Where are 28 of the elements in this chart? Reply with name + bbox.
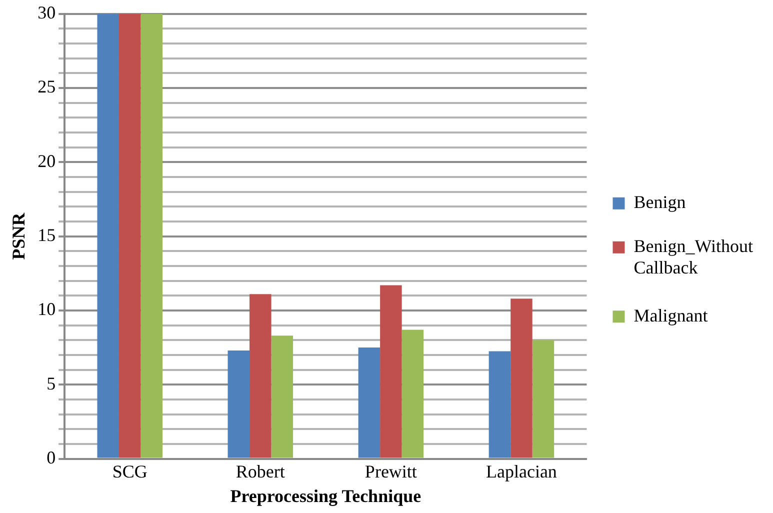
y-axis-title: PSNR (8, 212, 28, 260)
bar (228, 350, 250, 458)
y-tick-label: 30 (38, 2, 56, 23)
bar (532, 340, 554, 458)
bar (402, 330, 424, 458)
y-tick-label: 0 (46, 448, 56, 468)
x-tick-label: SCG (112, 461, 148, 482)
bar (510, 298, 532, 458)
bar (488, 351, 511, 458)
y-tick-label: 15 (38, 225, 56, 246)
x-axis-title: Preprocessing Technique (230, 486, 422, 506)
y-tick-label: 20 (38, 150, 56, 171)
bar (250, 294, 272, 458)
legend-label: Benign (634, 192, 686, 212)
bar (380, 285, 402, 458)
legend-label: Benign_Without Callback (634, 236, 754, 278)
bar (271, 336, 294, 458)
y-tick-label: 5 (46, 373, 56, 394)
bar (358, 348, 380, 458)
y-tick-label: 25 (38, 76, 56, 97)
bar (118, 14, 141, 458)
y-tick-label: 10 (38, 299, 56, 320)
x-tick-label: Laplacian (486, 461, 557, 482)
x-tick-label: Robert (236, 461, 285, 482)
x-tick-label: Prewitt (364, 461, 417, 482)
bar (140, 14, 162, 458)
legend-label: Malignant (634, 305, 708, 326)
bar (97, 14, 119, 458)
